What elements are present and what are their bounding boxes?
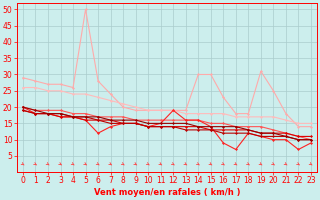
X-axis label: Vent moyen/en rafales ( km/h ): Vent moyen/en rafales ( km/h ) <box>94 188 240 197</box>
